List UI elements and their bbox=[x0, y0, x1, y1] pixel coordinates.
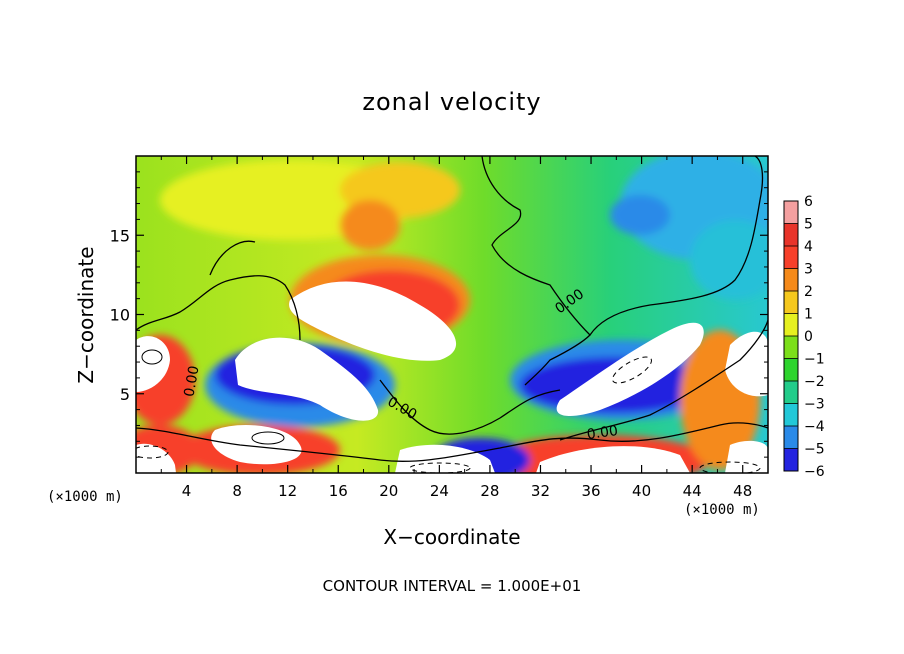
colorbar-swatch bbox=[784, 448, 798, 471]
colorbar-swatch bbox=[784, 336, 798, 359]
colorbar-swatch bbox=[784, 201, 798, 224]
colorbar-label: −1 bbox=[804, 352, 825, 368]
x-tick-label: 16 bbox=[329, 482, 348, 500]
colorbar: 6 5 4 3 2 1 0 −1 −2 −3 −4 −5 −6 bbox=[783, 194, 825, 480]
contour-label: 0.00 bbox=[181, 365, 202, 398]
colorbar-swatch bbox=[784, 426, 798, 449]
x-tick-label: 48 bbox=[733, 482, 752, 500]
contour-interval-note: CONTOUR INTERVAL = 1.000E+01 bbox=[322, 577, 582, 595]
negative-contours bbox=[136, 356, 761, 473]
x-tick-label: 20 bbox=[379, 482, 398, 500]
colorbar-swatch bbox=[784, 403, 798, 426]
x-tick-label: 4 bbox=[182, 482, 192, 500]
x-tick-label: 32 bbox=[531, 482, 550, 500]
x-tick-label: 28 bbox=[480, 482, 499, 500]
y-tick-label: 15 bbox=[110, 226, 130, 245]
x-axis-label: X−coordinate bbox=[383, 525, 521, 549]
z-unit-label: (×1000 m) bbox=[684, 502, 760, 518]
colorbar-label: −4 bbox=[804, 419, 825, 435]
colorbar-swatch bbox=[784, 313, 798, 336]
y-tick-label: 5 bbox=[120, 385, 130, 404]
x-tick-label: 44 bbox=[683, 482, 702, 500]
x-tick-label: 12 bbox=[278, 482, 297, 500]
colorbar-label: 3 bbox=[804, 262, 813, 278]
colorbar-label: 0 bbox=[804, 329, 813, 345]
colorbar-label: −5 bbox=[804, 442, 825, 458]
positive-contours bbox=[141, 349, 285, 445]
x-tick-label: 24 bbox=[430, 482, 449, 500]
velocity-field bbox=[136, 156, 768, 473]
colorbar-swatch bbox=[784, 358, 798, 381]
colorbar-swatch bbox=[784, 381, 798, 404]
x-tick-label: 8 bbox=[232, 482, 242, 500]
x-tick-label: 40 bbox=[632, 482, 651, 500]
chart-title: zonal velocity bbox=[362, 88, 542, 116]
colorbar-swatch bbox=[784, 291, 798, 314]
colorbar-label: 1 bbox=[804, 307, 813, 323]
x-tick-label: 36 bbox=[581, 482, 600, 500]
contour-label: 0.00 bbox=[586, 423, 619, 443]
colorbar-label: 6 bbox=[804, 194, 813, 210]
colorbar-label: −6 bbox=[804, 464, 825, 480]
x-unit-label: (×1000 m) bbox=[47, 489, 123, 505]
colorbar-swatch bbox=[784, 268, 798, 291]
colorbar-swatch bbox=[784, 223, 798, 246]
colorbar-label: 4 bbox=[804, 239, 813, 255]
colorbar-label: 2 bbox=[804, 284, 813, 300]
colorbar-label: 5 bbox=[804, 217, 813, 233]
zero-contours bbox=[136, 156, 768, 462]
colorbar-label: −2 bbox=[804, 374, 825, 390]
colorbar-swatch bbox=[784, 246, 798, 269]
y-tick-label: 10 bbox=[110, 306, 130, 325]
colorbar-label: −3 bbox=[804, 397, 825, 413]
